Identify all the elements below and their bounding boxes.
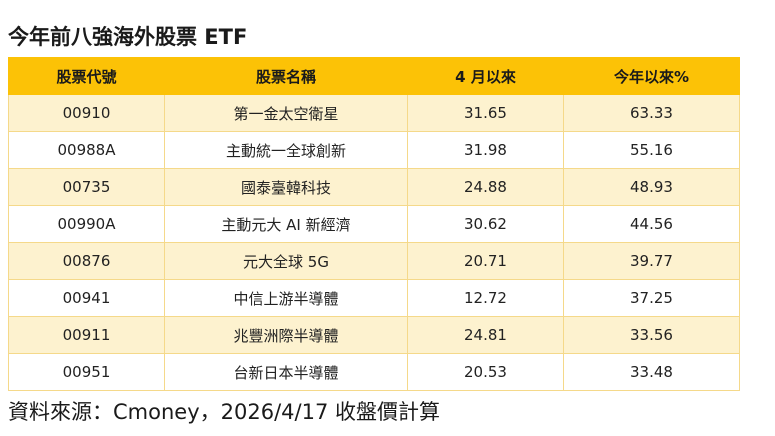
etf-table: 股票代號 股票名稱 4 月以來 今年以來% 00910 第一金太空衛星 31.6… bbox=[8, 57, 740, 391]
cell-code: 00988A bbox=[8, 131, 165, 169]
cell-ytd: 63.33 bbox=[563, 94, 740, 132]
table-row: 00941 中信上游半導體 12.72 37.25 bbox=[8, 279, 740, 317]
cell-ytd: 37.25 bbox=[563, 279, 740, 317]
table-row: 00988A 主動統一全球創新 31.98 55.16 bbox=[8, 131, 740, 169]
cell-name: 兆豐洲際半導體 bbox=[164, 316, 408, 354]
header-name: 股票名稱 bbox=[164, 57, 408, 95]
cell-ytd: 55.16 bbox=[563, 131, 740, 169]
cell-since-april: 31.65 bbox=[407, 94, 564, 132]
cell-ytd: 33.56 bbox=[563, 316, 740, 354]
cell-ytd: 33.48 bbox=[563, 353, 740, 391]
cell-name: 中信上游半導體 bbox=[164, 279, 408, 317]
table-row: 00910 第一金太空衛星 31.65 63.33 bbox=[8, 94, 740, 132]
cell-ytd: 39.77 bbox=[563, 242, 740, 280]
cell-since-april: 31.98 bbox=[407, 131, 564, 169]
table-row: 00990A 主動元大 AI 新經濟 30.62 44.56 bbox=[8, 205, 740, 243]
header-since-april: 4 月以來 bbox=[407, 57, 564, 95]
table-row: 00735 國泰臺韓科技 24.88 48.93 bbox=[8, 168, 740, 206]
cell-code: 00910 bbox=[8, 94, 165, 132]
cell-name: 台新日本半導體 bbox=[164, 353, 408, 391]
table-row: 00876 元大全球 5G 20.71 39.77 bbox=[8, 242, 740, 280]
cell-code: 00990A bbox=[8, 205, 165, 243]
cell-since-april: 24.81 bbox=[407, 316, 564, 354]
cell-name: 主動統一全球創新 bbox=[164, 131, 408, 169]
table-row: 00951 台新日本半導體 20.53 33.48 bbox=[8, 353, 740, 391]
header-code: 股票代號 bbox=[8, 57, 165, 95]
page-title: 今年前八強海外股票 ETF bbox=[8, 25, 248, 49]
cell-since-april: 20.53 bbox=[407, 353, 564, 391]
cell-code: 00911 bbox=[8, 316, 165, 354]
header-ytd: 今年以來% bbox=[563, 57, 740, 95]
cell-ytd: 48.93 bbox=[563, 168, 740, 206]
table-header-row: 股票代號 股票名稱 4 月以來 今年以來% bbox=[8, 57, 740, 95]
cell-ytd: 44.56 bbox=[563, 205, 740, 243]
cell-since-april: 30.62 bbox=[407, 205, 564, 243]
cell-name: 第一金太空衛星 bbox=[164, 94, 408, 132]
cell-name: 主動元大 AI 新經濟 bbox=[164, 205, 408, 243]
table-row: 00911 兆豐洲際半導體 24.81 33.56 bbox=[8, 316, 740, 354]
cell-name: 元大全球 5G bbox=[164, 242, 408, 280]
cell-since-april: 20.71 bbox=[407, 242, 564, 280]
cell-code: 00735 bbox=[8, 168, 165, 206]
cell-since-april: 12.72 bbox=[407, 279, 564, 317]
cell-code: 00951 bbox=[8, 353, 165, 391]
cell-code: 00876 bbox=[8, 242, 165, 280]
cell-since-april: 24.88 bbox=[407, 168, 564, 206]
cell-name: 國泰臺韓科技 bbox=[164, 168, 408, 206]
cell-code: 00941 bbox=[8, 279, 165, 317]
source-note: 資料來源：Cmoney，2026/4/17 收盤價計算 bbox=[8, 400, 440, 424]
